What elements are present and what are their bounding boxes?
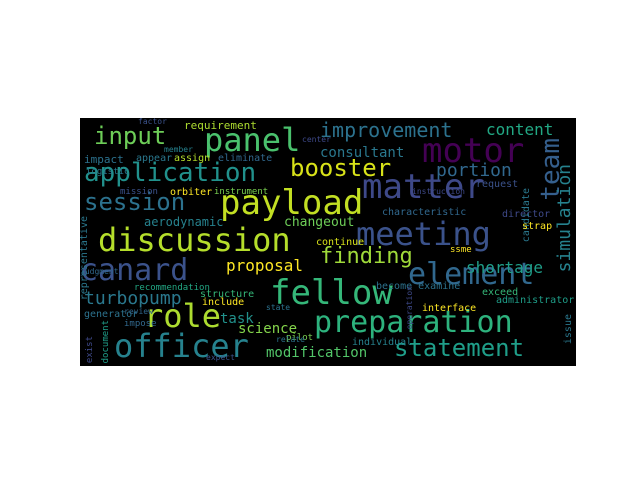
word-cloud-word: operation xyxy=(405,286,414,330)
word-cloud-word: document xyxy=(101,320,111,364)
word-cloud-word: panel xyxy=(204,121,301,159)
word-cloud-word: candidate xyxy=(521,188,532,243)
word-cloud-word: member xyxy=(164,145,193,154)
word-cloud-word: science xyxy=(238,321,298,337)
word-cloud-word: become examine xyxy=(376,281,461,292)
word-cloud-word: strap xyxy=(522,221,553,232)
word-cloud-word: director xyxy=(502,209,551,220)
word-cloud-word: changeout xyxy=(284,215,355,230)
word-cloud-word: structure xyxy=(200,289,255,300)
word-cloud-word: include xyxy=(202,297,245,308)
word-cloud-word: continue xyxy=(316,237,365,248)
word-cloud-word: interface xyxy=(422,303,477,314)
word-cloud-word: center xyxy=(302,135,331,144)
word-cloud-word: representative xyxy=(80,216,90,301)
word-cloud-word: content xyxy=(486,120,554,139)
word-cloud-word: improvement xyxy=(320,118,453,142)
word-cloud-word: shortage xyxy=(466,258,544,277)
word-cloud-word: payload xyxy=(220,183,364,223)
word-cloud-word: impact xyxy=(84,153,124,166)
word-cloud-word: session xyxy=(84,188,186,216)
word-cloud-word: assign xyxy=(174,153,211,164)
word-cloud-word: simulation xyxy=(554,164,575,273)
word-cloud-word: characteristic xyxy=(382,207,467,218)
word-cloud-word: application xyxy=(84,158,257,188)
word-cloud-word: instrument xyxy=(214,187,269,197)
word-cloud-word: factor xyxy=(138,118,167,126)
word-cloud-word: pilot xyxy=(286,333,314,343)
word-cloud-word: exist xyxy=(85,336,95,364)
word-cloud-word: modification xyxy=(266,345,368,361)
word-cloud-word: logistic xyxy=(86,167,130,177)
word-cloud-word: officer xyxy=(114,327,249,365)
word-cloud-word: motor xyxy=(422,131,525,171)
word-cloud-word: request xyxy=(476,179,519,190)
word-cloud-word: review xyxy=(124,307,153,316)
word-cloud-word: role xyxy=(144,297,222,335)
word-cloud-word: element xyxy=(408,257,535,292)
word-cloud-word: eliminate xyxy=(218,153,273,164)
word-cloud-word: administrator xyxy=(496,295,575,306)
word-cloud-word: exceed xyxy=(482,287,519,298)
word-cloud-word: canard xyxy=(80,253,189,288)
word-cloud-word: fellow xyxy=(270,273,393,313)
word-cloud-word: instruction xyxy=(412,187,465,196)
word-cloud-word: portion xyxy=(436,160,512,181)
word-cloud-word: impose xyxy=(124,319,157,329)
word-cloud-word: booster xyxy=(290,154,392,182)
word-cloud: fellow discussion payload preparation office… xyxy=(80,118,576,366)
word-cloud-word: consultant xyxy=(320,145,405,161)
word-cloud-word: issue xyxy=(563,314,574,345)
word-cloud-word: proposal xyxy=(226,256,304,275)
word-cloud-word: state xyxy=(266,303,291,312)
word-cloud-word: orbiter xyxy=(170,187,213,198)
word-cloud-word: matter xyxy=(362,167,485,207)
word-cloud-word: generator xyxy=(84,309,139,320)
word-cloud-word: expect xyxy=(206,353,235,362)
word-cloud-word: finding xyxy=(320,244,413,269)
word-cloud-word: requirement xyxy=(184,119,257,132)
word-cloud-word: meeting xyxy=(356,215,491,253)
word-cloud-word: aerodynamic xyxy=(144,215,224,229)
word-cloud-word: relate xyxy=(276,335,305,344)
word-cloud-word: statement xyxy=(394,334,525,362)
word-cloud-word: input xyxy=(94,122,167,150)
word-cloud-word: mission xyxy=(120,187,158,197)
word-cloud-word: judgment xyxy=(80,267,119,276)
word-cloud-word: individual xyxy=(352,337,413,348)
word-cloud-word: appear xyxy=(136,153,173,164)
word-cloud-word: discussion xyxy=(98,221,291,259)
word-cloud-word: turbopump xyxy=(84,288,182,309)
word-cloud-word: recommendation xyxy=(134,283,210,293)
word-cloud-word: task xyxy=(220,311,254,327)
word-cloud-word: preparation xyxy=(314,305,513,340)
word-cloud-word: ssme xyxy=(450,245,472,255)
